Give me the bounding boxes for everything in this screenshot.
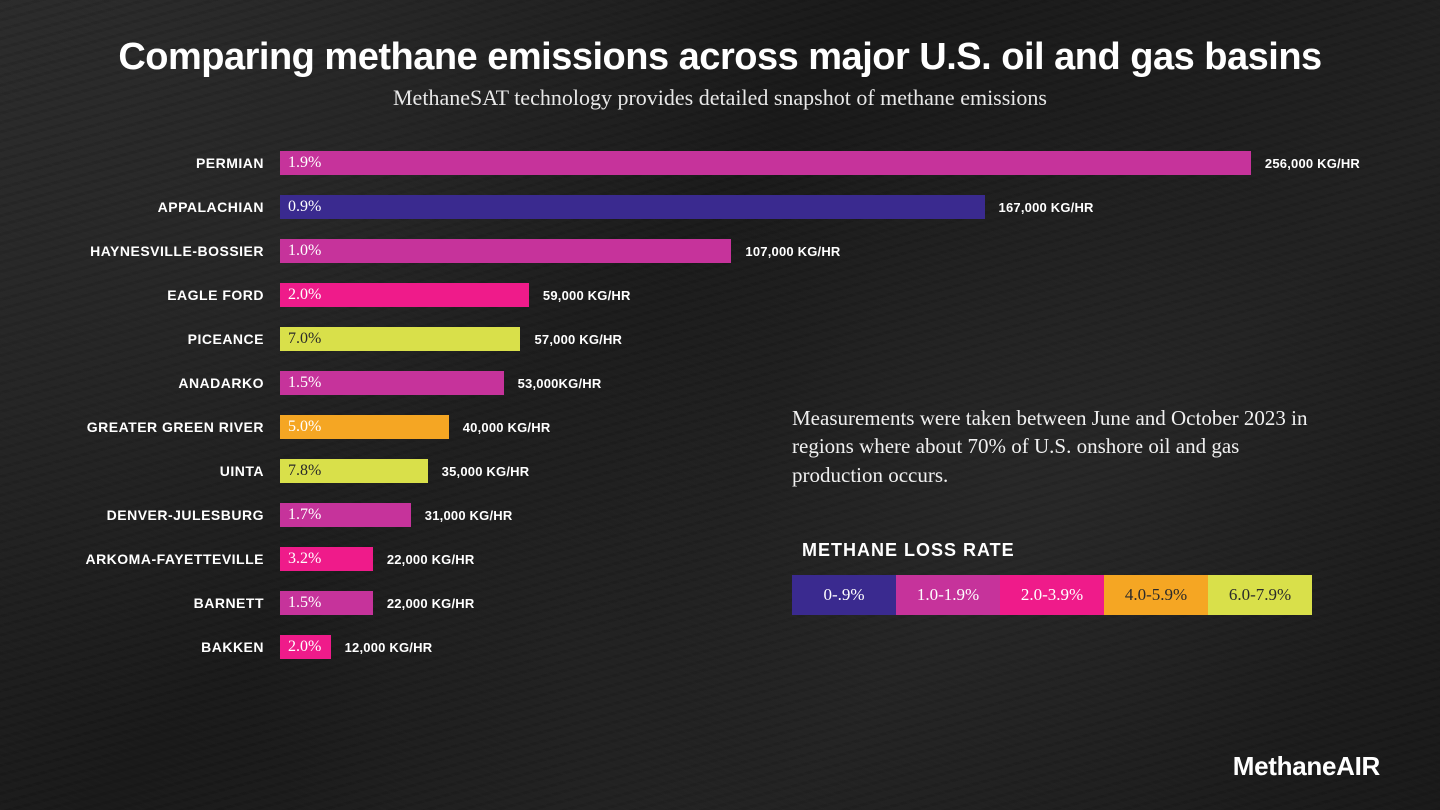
- chart-row: APPALACHIAN 0.9% 167,000 KG/HR: [60, 185, 1380, 229]
- infographic-container: Comparing methane emissions across major…: [0, 0, 1440, 810]
- bar: 1.7%: [280, 503, 411, 527]
- emission-value: 59,000 KG/HR: [543, 288, 631, 303]
- loss-rate-pct: 2.0%: [288, 286, 321, 304]
- basin-label: EAGLE FORD: [60, 287, 280, 303]
- chart-row: EAGLE FORD 2.0% 59,000 KG/HR: [60, 273, 1380, 317]
- loss-rate-pct: 0.9%: [288, 198, 321, 216]
- emission-value: 22,000 KG/HR: [387, 552, 475, 567]
- bar: 1.5%: [280, 591, 373, 615]
- bar: 1.0%: [280, 239, 731, 263]
- chart-row: DENVER-JULESBURG 1.7% 31,000 KG/HR: [60, 493, 1380, 537]
- bar-track: 1.7% 31,000 KG/HR: [280, 503, 1360, 527]
- measurement-note: Measurements were taken between June and…: [792, 404, 1332, 489]
- loss-rate-pct: 3.2%: [288, 550, 321, 568]
- emission-value: 40,000 KG/HR: [463, 420, 551, 435]
- bar-track: 1.9% 256,000 KG/HR: [280, 151, 1360, 175]
- loss-rate-pct: 1.5%: [288, 374, 321, 392]
- basin-label: APPALACHIAN: [60, 199, 280, 215]
- basin-label: GREATER GREEN RIVER: [60, 419, 280, 435]
- basin-label: PICEANCE: [60, 331, 280, 347]
- loss-rate-pct: 1.9%: [288, 154, 321, 172]
- emission-value: 22,000 KG/HR: [387, 596, 475, 611]
- emission-value: 256,000 KG/HR: [1265, 156, 1360, 171]
- basin-label: BAKKEN: [60, 639, 280, 655]
- bar: 1.5%: [280, 371, 504, 395]
- chart-row: PERMIAN 1.9% 256,000 KG/HR: [60, 141, 1380, 185]
- legend-swatch: 0-.9%: [792, 575, 896, 615]
- loss-rate-pct: 1.0%: [288, 242, 321, 260]
- bar-track: 7.0% 57,000 KG/HR: [280, 327, 1360, 351]
- bar: 2.0%: [280, 283, 529, 307]
- bar-track: 2.0% 59,000 KG/HR: [280, 283, 1360, 307]
- loss-rate-pct: 1.5%: [288, 594, 321, 612]
- bar: 7.8%: [280, 459, 428, 483]
- emission-value: 35,000 KG/HR: [442, 464, 530, 479]
- brand-wordmark: MethaneAIR: [1233, 751, 1380, 782]
- loss-rate-pct: 5.0%: [288, 418, 321, 436]
- bar: 5.0%: [280, 415, 449, 439]
- bar-track: 1.0% 107,000 KG/HR: [280, 239, 1360, 263]
- basin-label: ANADARKO: [60, 375, 280, 391]
- bar-track: 2.0% 12,000 KG/HR: [280, 635, 1360, 659]
- bar-track: 0.9% 167,000 KG/HR: [280, 195, 1360, 219]
- bar-track: 1.5% 53,000KG/HR: [280, 371, 1360, 395]
- emission-value: 31,000 KG/HR: [425, 508, 513, 523]
- bar: 0.9%: [280, 195, 985, 219]
- basin-label: ARKOMA-FAYETTEVILLE: [60, 551, 280, 567]
- chart-row: ANADARKO 1.5% 53,000KG/HR: [60, 361, 1380, 405]
- legend-swatch: 4.0-5.9%: [1104, 575, 1208, 615]
- basin-label: DENVER-JULESBURG: [60, 507, 280, 523]
- title: Comparing methane emissions across major…: [60, 36, 1380, 79]
- chart-row: HAYNESVILLE-BOSSIER 1.0% 107,000 KG/HR: [60, 229, 1380, 273]
- basin-label: UINTA: [60, 463, 280, 479]
- emission-value: 57,000 KG/HR: [534, 332, 622, 347]
- bar: 1.9%: [280, 151, 1251, 175]
- chart-row: BAKKEN 2.0% 12,000 KG/HR: [60, 625, 1380, 669]
- legend-swatch: 2.0-3.9%: [1000, 575, 1104, 615]
- legend-swatch: 1.0-1.9%: [896, 575, 1000, 615]
- legend: METHANE LOSS RATE 0-.9%1.0-1.9%2.0-3.9%4…: [792, 540, 1312, 615]
- basin-label: PERMIAN: [60, 155, 280, 171]
- bar: 3.2%: [280, 547, 373, 571]
- bar: 2.0%: [280, 635, 331, 659]
- subtitle: MethaneSAT technology provides detailed …: [60, 85, 1380, 111]
- loss-rate-pct: 7.8%: [288, 462, 321, 480]
- chart-row: PICEANCE 7.0% 57,000 KG/HR: [60, 317, 1380, 361]
- bar: 7.0%: [280, 327, 520, 351]
- emission-value: 12,000 KG/HR: [345, 640, 433, 655]
- legend-swatches: 0-.9%1.0-1.9%2.0-3.9%4.0-5.9%6.0-7.9%: [792, 575, 1312, 615]
- legend-swatch: 6.0-7.9%: [1208, 575, 1312, 615]
- basin-label: HAYNESVILLE-BOSSIER: [60, 243, 280, 259]
- loss-rate-pct: 2.0%: [288, 638, 321, 656]
- emission-value: 107,000 KG/HR: [745, 244, 840, 259]
- loss-rate-pct: 1.7%: [288, 506, 321, 524]
- emission-value: 167,000 KG/HR: [999, 200, 1094, 215]
- emission-value: 53,000KG/HR: [518, 376, 602, 391]
- basin-label: BARNETT: [60, 595, 280, 611]
- loss-rate-pct: 7.0%: [288, 330, 321, 348]
- legend-title: METHANE LOSS RATE: [792, 540, 1312, 561]
